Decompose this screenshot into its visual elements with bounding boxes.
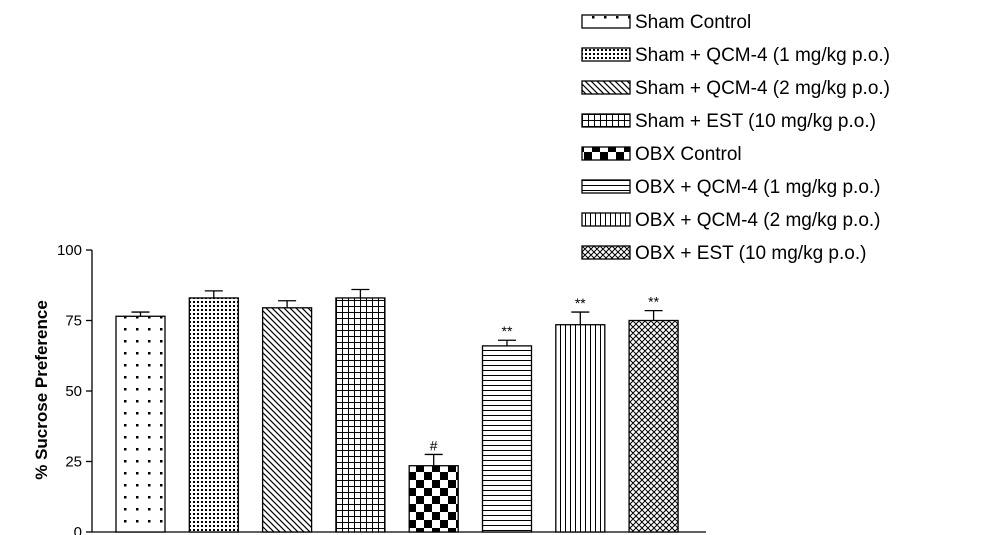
legend-label: OBX + QCM-4 (2 mg/kg p.o.) xyxy=(635,210,881,231)
bar xyxy=(115,315,166,533)
legend-swatch xyxy=(581,14,631,29)
significance-marker: ** xyxy=(502,323,513,339)
legend-swatch xyxy=(581,47,631,62)
legend-label: Sham + EST (10 mg/kg p.o.) xyxy=(635,111,876,132)
bars: # ** ** ** xyxy=(115,288,679,533)
y-tick-label: 50 xyxy=(65,383,82,400)
legend-swatch xyxy=(581,212,631,227)
y-tick-label: 75 xyxy=(65,313,82,330)
y-tick-label: 100 xyxy=(57,242,82,259)
legend-swatch xyxy=(581,80,631,95)
bar xyxy=(408,465,459,533)
y-tick-label: 25 xyxy=(65,454,82,471)
significance-marker: # xyxy=(430,437,438,453)
legend-swatch xyxy=(581,146,631,161)
legend-swatch xyxy=(581,245,631,260)
legend-label: OBX + QCM-4 (1 mg/kg p.o.) xyxy=(635,177,881,198)
legend-label: OBX Control xyxy=(635,144,742,165)
legend-swatch xyxy=(581,113,631,128)
bar xyxy=(481,345,533,533)
legend-label: Sham Control xyxy=(635,12,751,33)
legend: Sham Control Sham + QCM-4 (1 mg/kg p.o.) S… xyxy=(581,12,890,264)
significance-marker: ** xyxy=(648,294,659,310)
bar xyxy=(261,307,313,533)
legend-label: Sham + QCM-4 (2 mg/kg p.o.) xyxy=(635,78,890,99)
legend-label: OBX + EST (10 mg/kg p.o.) xyxy=(635,243,866,264)
significance-marker: ** xyxy=(575,295,586,311)
bar xyxy=(335,297,386,533)
bar xyxy=(628,319,679,533)
bar xyxy=(188,297,239,533)
legend-swatch xyxy=(581,179,631,194)
legend-label: Sham + QCM-4 (1 mg/kg p.o.) xyxy=(635,45,890,66)
y-tick-label: 0 xyxy=(74,524,82,535)
y-axis-label: % Sucrose Preference xyxy=(32,300,51,480)
bar xyxy=(555,324,606,533)
